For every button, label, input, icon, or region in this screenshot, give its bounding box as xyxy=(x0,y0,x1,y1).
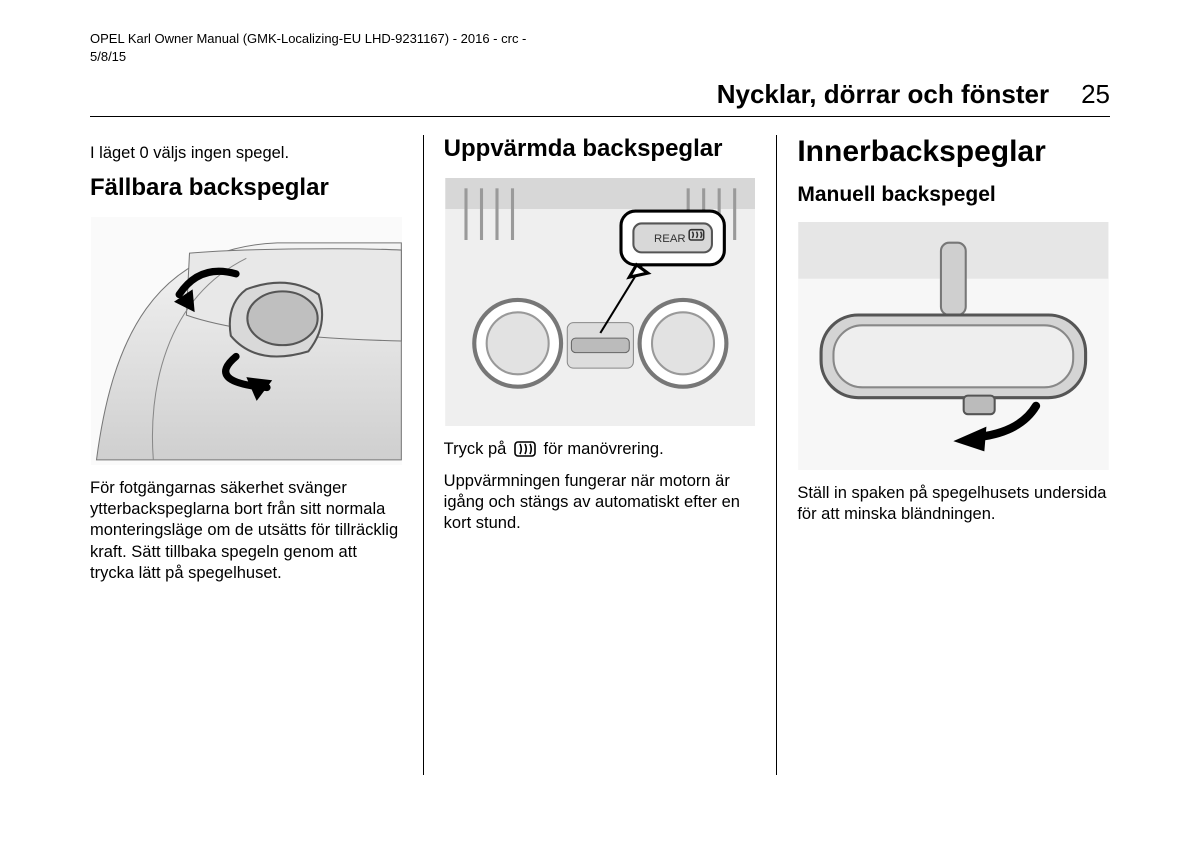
interior-mirror-body: Ställ in spaken på spegelhusets undersid… xyxy=(797,483,1110,525)
meta-line-1: OPEL Karl Owner Manual (GMK-Localizing-E… xyxy=(90,30,1110,48)
folding-mirror-body: För fotgängarnas säkerhet svänger ytterb… xyxy=(90,478,403,584)
column-right: Innerbackspeglar Manuell backspegel xyxy=(776,135,1110,775)
illustration-heated-button: REAR xyxy=(444,177,757,427)
interior-mirror-svg xyxy=(798,222,1109,470)
heading-interior-mirrors: Innerbackspeglar xyxy=(797,135,1110,169)
heated-button-svg: REAR xyxy=(445,178,756,426)
column-left: I läget 0 väljs ingen spegel. Fällbara b… xyxy=(90,135,423,775)
heading-folding-mirrors: Fällbara backspeglar xyxy=(90,174,403,202)
heading-manual-mirror: Manuell backspegel xyxy=(797,183,1110,207)
heated-line1-pre: Tryck på xyxy=(444,440,507,458)
column-middle: Uppvärmda backspeglar xyxy=(423,135,777,775)
illustration-interior-mirror xyxy=(797,221,1110,471)
heading-heated-mirrors: Uppvärmda backspeglar xyxy=(444,135,757,163)
heated-line1-post: för manövrering. xyxy=(544,440,664,458)
meta-line-2: 5/8/15 xyxy=(90,48,1110,66)
content-columns: I läget 0 väljs ingen spegel. Fällbara b… xyxy=(90,135,1110,775)
callout-label: REAR xyxy=(654,233,686,245)
folding-mirror-svg xyxy=(91,217,402,465)
heated-body-2: Uppvärmningen fungerar när motorn är igå… xyxy=(444,471,757,534)
page-number: 25 xyxy=(1081,79,1110,110)
intro-text: I läget 0 väljs ingen spegel. xyxy=(90,143,403,164)
page-header: Nycklar, dörrar och fönster 25 xyxy=(90,79,1110,117)
rear-defog-icon xyxy=(514,441,536,463)
document-meta: OPEL Karl Owner Manual (GMK-Localizing-E… xyxy=(90,30,1110,65)
illustration-folding-mirror xyxy=(90,216,403,466)
section-title: Nycklar, dörrar och fönster xyxy=(717,79,1049,110)
page-root: OPEL Karl Owner Manual (GMK-Localizing-E… xyxy=(0,0,1200,847)
heated-line-1: Tryck på för manövrering. xyxy=(444,439,757,463)
